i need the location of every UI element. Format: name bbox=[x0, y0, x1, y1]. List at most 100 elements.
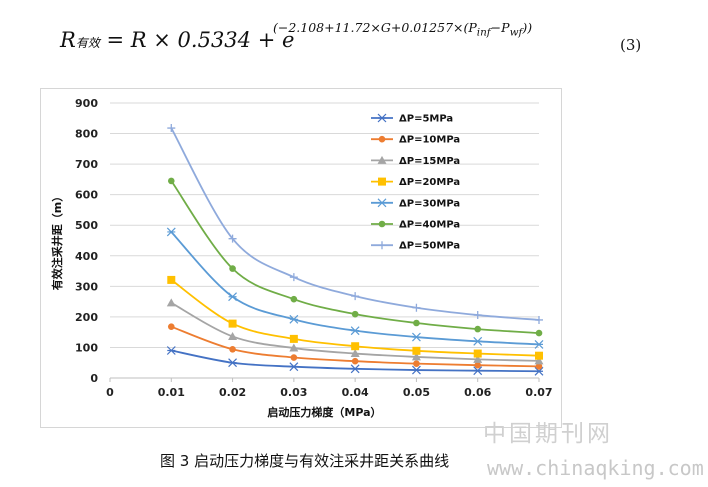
data-point bbox=[351, 310, 359, 318]
watermark-chinese: 中国期刊网 bbox=[483, 421, 613, 447]
legend-entry: ΔP=50MPa bbox=[371, 241, 460, 252]
data-point bbox=[228, 358, 237, 368]
data-point bbox=[412, 303, 421, 312]
legend-entry: ΔP=10MPa bbox=[371, 135, 460, 146]
formula-exponent: (−2.108+11.72×G+0.01257×(Pinf−Pwf)) bbox=[273, 20, 532, 39]
data-point bbox=[412, 332, 421, 342]
x-tick-label: 0.04 bbox=[342, 386, 369, 399]
exponent-sub-inf: inf bbox=[476, 26, 491, 39]
series-3 bbox=[166, 298, 544, 365]
legend-entry: ΔP=15MPa bbox=[371, 155, 460, 167]
data-point bbox=[229, 265, 236, 272]
data-point bbox=[290, 354, 298, 361]
x-tick-label: 0.07 bbox=[525, 386, 552, 399]
data-point bbox=[289, 314, 299, 324]
data-point bbox=[413, 319, 420, 327]
data-point bbox=[167, 124, 176, 133]
exponent-part-2: −P bbox=[490, 20, 510, 35]
x-tick-label: 0.02 bbox=[219, 386, 246, 399]
legend-label: ΔP=15MPa bbox=[399, 156, 460, 167]
legend-label: ΔP=5MPa bbox=[399, 114, 453, 125]
y-gridlines bbox=[110, 102, 539, 348]
series-line bbox=[170, 180, 540, 334]
data-point bbox=[350, 364, 360, 374]
line-chart: 0 100 200 300 400 500 600 700 800 900 0 0.01 0.02 0.0… bbox=[50, 97, 553, 419]
data-point bbox=[535, 315, 543, 324]
legend-marker bbox=[378, 177, 386, 186]
y-tick-label: 400 bbox=[75, 250, 98, 263]
legend-marker bbox=[378, 135, 386, 143]
series-4 bbox=[167, 275, 543, 360]
data-point bbox=[535, 329, 543, 337]
data-point bbox=[534, 339, 544, 349]
data-point bbox=[412, 346, 421, 355]
y-tick-label: 100 bbox=[75, 341, 98, 354]
exponent-part-3: )) bbox=[522, 20, 533, 35]
figure-caption: 图 3 启动压力梯度与有效注采井距关系曲线 bbox=[160, 452, 450, 470]
x-tick-label: 0.06 bbox=[464, 386, 491, 399]
y-tick-label: 300 bbox=[75, 280, 98, 293]
formula-rhs: = R × 0.5334 + e bbox=[106, 28, 295, 52]
data-point bbox=[474, 325, 482, 333]
legend-marker bbox=[377, 155, 387, 164]
y-tick-label: 600 bbox=[75, 189, 98, 202]
formula-lhs-subscript: 有效 bbox=[75, 36, 100, 50]
data-point bbox=[166, 227, 176, 237]
data-point bbox=[350, 349, 360, 358]
data-point bbox=[534, 366, 544, 376]
x-tick-label: 0.01 bbox=[158, 386, 185, 399]
y-tick-label: 200 bbox=[75, 311, 98, 324]
series-2 bbox=[167, 323, 543, 370]
exponent-part-1: (−2.108+11.72×G+0.01257×(P bbox=[273, 20, 477, 35]
legend-marker bbox=[378, 220, 386, 228]
y-tick-label: 0 bbox=[90, 372, 98, 385]
data-point bbox=[473, 366, 483, 376]
series-7 bbox=[167, 124, 543, 324]
x-tick-label: 0.05 bbox=[403, 386, 430, 399]
data-point bbox=[167, 323, 175, 330]
data-point bbox=[167, 177, 175, 185]
legend-marker bbox=[377, 113, 387, 123]
data-point bbox=[166, 346, 176, 355]
data-point bbox=[289, 334, 298, 343]
data-point bbox=[289, 273, 298, 282]
data-point bbox=[289, 343, 299, 352]
legend-entry: ΔP=30MPa bbox=[371, 198, 460, 209]
data-point bbox=[474, 361, 482, 369]
data-point bbox=[228, 292, 237, 302]
data-point bbox=[411, 352, 421, 361]
y-tick-label: 800 bbox=[75, 128, 98, 141]
data-point bbox=[167, 275, 176, 284]
y-axis-title: 有效注采井距（m） bbox=[50, 191, 64, 290]
legend-entry: ΔP=40MPa bbox=[371, 220, 460, 231]
data-point bbox=[228, 319, 237, 328]
data-point bbox=[412, 365, 421, 375]
y-tick-label: 500 bbox=[75, 219, 98, 232]
data-point bbox=[350, 326, 360, 336]
watermark-url: www.chinaqking.com bbox=[487, 456, 704, 480]
legend-marker bbox=[377, 198, 387, 208]
data-point bbox=[290, 295, 298, 303]
data-point bbox=[535, 351, 543, 360]
data-point bbox=[535, 363, 543, 370]
data-point bbox=[473, 349, 482, 358]
data-point bbox=[473, 336, 483, 346]
series-6 bbox=[167, 177, 543, 337]
axes: 0 100 200 300 400 500 600 700 800 900 0 0.01 0.02 0.0… bbox=[75, 97, 553, 399]
data-point bbox=[229, 345, 236, 353]
equation-number: (3) bbox=[620, 36, 642, 54]
legend-entry: ΔP=5MPa bbox=[371, 114, 453, 125]
formula-lhs: R bbox=[60, 28, 76, 52]
series-layer bbox=[166, 124, 544, 376]
data-point bbox=[228, 234, 237, 243]
data-point bbox=[473, 354, 483, 363]
series-1 bbox=[166, 346, 544, 376]
data-point bbox=[228, 331, 238, 340]
formula: R有效 = R × 0.5334 + e (−2.108+11.72×G+0.0… bbox=[60, 20, 580, 64]
legend-label: ΔP=50MPa bbox=[399, 241, 460, 252]
y-tick-label: 700 bbox=[75, 158, 98, 171]
exponent-sub-wf: wf bbox=[509, 26, 523, 39]
chart-frame: 0 100 200 300 400 500 600 700 800 900 0 0.01 0.02 0.0… bbox=[40, 88, 562, 428]
x-tick-label: 0 bbox=[106, 386, 114, 399]
x-axis-title: 启动压力梯度（MPa） bbox=[267, 405, 381, 419]
